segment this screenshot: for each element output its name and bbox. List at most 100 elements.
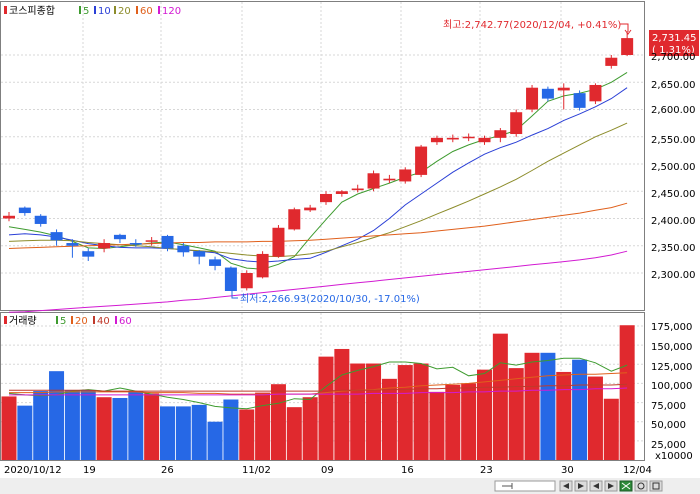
price-moving-averages: [8, 71, 628, 313]
candle-body: [193, 251, 206, 257]
ma20-line: [8, 122, 628, 258]
legend-swatch-ma20: [114, 6, 116, 14]
volume-bar: [128, 391, 144, 460]
price-tick: 2,650.00: [651, 80, 696, 91]
current-value-box: [649, 30, 699, 56]
price-tick: 2,300.00: [651, 270, 696, 281]
settings-icon[interactable]: [634, 480, 648, 492]
candle-body: [320, 193, 332, 203]
x-axis: 2020/10/12 19 26 11/02 09 16 23 30 12/04: [4, 465, 652, 476]
volume-bar: [160, 406, 175, 460]
next-icon[interactable]: [604, 480, 618, 492]
candle-body: [18, 207, 31, 214]
low-annotation: 최저:2,266.93(2020/10/30, -17.01%): [240, 293, 420, 305]
legend-vol60: 60: [119, 316, 132, 327]
candle-body: [288, 209, 301, 230]
candle-body: [510, 112, 523, 135]
volume-bar: [540, 352, 556, 460]
legend-swatch-ma5: [79, 6, 81, 14]
ma5-line: [8, 71, 628, 270]
volume-bar: [255, 392, 271, 460]
candle-body: [605, 57, 618, 66]
candlesticks: [3, 31, 634, 291]
legend-ma10: 10: [98, 6, 111, 17]
candle-body: [621, 38, 634, 55]
candle-body: [335, 191, 348, 194]
volume-bar: [80, 390, 96, 460]
volume-bar: [1, 396, 17, 460]
candle-body: [399, 169, 412, 182]
price-tick: 2,500.00: [651, 162, 696, 173]
legend-swatch-ma120: [158, 6, 160, 14]
low-annotation-arrow: [231, 287, 238, 299]
candle-body: [526, 87, 539, 110]
legend-ma120: 120: [162, 6, 181, 17]
candle-body: [145, 240, 158, 242]
scroll-left-icon[interactable]: [559, 480, 573, 492]
candle-body: [367, 173, 380, 189]
scroll-track[interactable]: [494, 480, 556, 492]
candle-body: [256, 253, 269, 278]
volume-bar: [461, 383, 477, 460]
volume-bar: [508, 368, 524, 460]
volume-bar: [175, 406, 191, 460]
prev-icon[interactable]: [589, 480, 603, 492]
price-tick: 2,400.00: [651, 216, 696, 227]
candle-body: [557, 87, 570, 91]
window-icon[interactable]: [649, 480, 663, 492]
price-legend-marker: [4, 6, 7, 14]
x-tick-label: 19: [83, 465, 96, 476]
volume-bar: [112, 397, 128, 460]
legend-swatch-vol5: [56, 316, 58, 324]
candle-body: [240, 273, 253, 289]
price-panel-title: 코스피종합: [9, 5, 55, 17]
volume-bar: [619, 325, 635, 460]
candle-body: [129, 243, 142, 245]
price-y-axis: 2,700.00 2,650.00 2,600.00 2,550.00 2,50…: [651, 52, 696, 281]
price-grid: [1, 2, 644, 310]
high-arrow-head: [624, 29, 632, 35]
volume-bar: [270, 384, 286, 460]
price-tick: 2,550.00: [651, 135, 696, 146]
x-tick-label: 30: [561, 465, 574, 476]
volume-bar: [207, 421, 223, 460]
legend-vol20: 20: [75, 316, 88, 327]
price-tick: 2,700.00: [651, 52, 696, 63]
price-tick: 2,600.00: [651, 105, 696, 116]
x-tick-label: 12/04: [623, 465, 652, 476]
price-tick: 2,350.00: [651, 243, 696, 254]
price-tick: 2,450.00: [651, 189, 696, 200]
volume-bar: [191, 404, 207, 460]
volume-bar: [397, 365, 413, 460]
scroll-right-icon[interactable]: [574, 480, 588, 492]
scroll-thumb-icon[interactable]: [502, 483, 513, 489]
volume-bar: [318, 356, 334, 460]
volume-bar: [64, 390, 80, 460]
candle-body: [446, 137, 459, 140]
volume-bar: [17, 405, 33, 460]
candle-body: [3, 215, 15, 219]
volume-bar: [556, 371, 572, 460]
candle-body: [573, 93, 586, 108]
x-tick-label: 16: [401, 465, 414, 476]
horizontal-scrollbar[interactable]: [494, 480, 556, 492]
x-tick-label: 26: [161, 465, 174, 476]
volume-bar: [223, 399, 239, 460]
volume-bar: [366, 363, 382, 460]
excel-icon[interactable]: [619, 480, 633, 492]
legend-swatch-ma10: [94, 6, 96, 14]
volume-bar: [429, 391, 445, 460]
volume-legend: 거래량 5 20 40 60: [4, 315, 132, 327]
price-legend: 코스피종합 5 10 20 60 120: [4, 5, 181, 17]
volume-bar: [524, 352, 540, 460]
volume-tick: 75,000: [651, 401, 686, 412]
legend-swatch-ma60: [136, 6, 138, 14]
volume-bar: [492, 333, 508, 460]
candle-body: [494, 130, 507, 138]
volume-ma20-line: [9, 372, 628, 395]
candle-body: [462, 136, 475, 139]
volume-tick: 25,000: [651, 440, 686, 451]
volume-bar: [239, 409, 255, 460]
volume-y-axis: 175,000 150,000 125,000 100,000 75,000 5…: [651, 322, 693, 462]
